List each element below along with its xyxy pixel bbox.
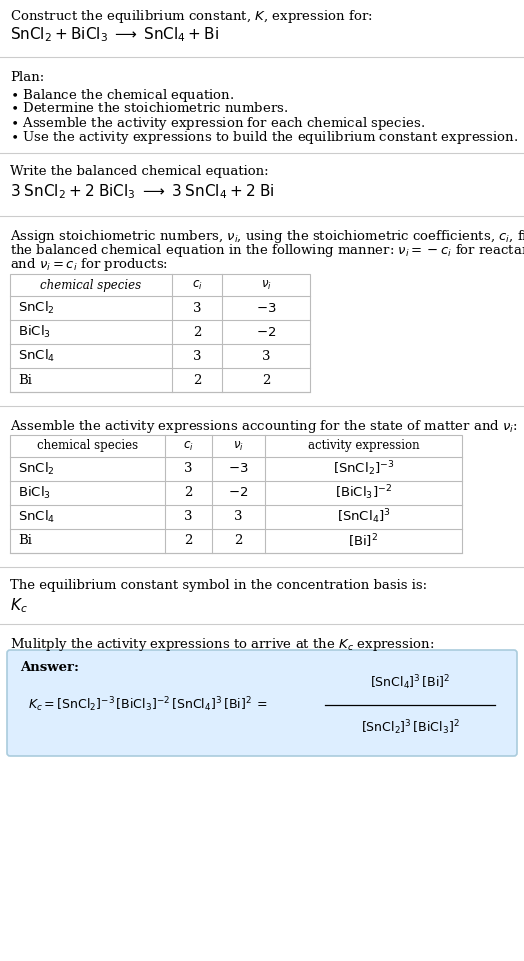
Text: 3: 3 bbox=[262, 350, 270, 362]
Text: $\mathrm{SnCl_2}$: $\mathrm{SnCl_2}$ bbox=[18, 461, 55, 477]
Bar bbox=[10, 274, 310, 392]
Text: $K_c$: $K_c$ bbox=[10, 596, 28, 615]
FancyBboxPatch shape bbox=[7, 650, 517, 756]
Text: Construct the equilibrium constant, $K$, expression for:: Construct the equilibrium constant, $K$,… bbox=[10, 8, 373, 25]
Text: $\mathrm{BiCl_3}$: $\mathrm{BiCl_3}$ bbox=[18, 324, 51, 340]
Text: 2: 2 bbox=[193, 326, 201, 338]
Text: $\nu_i$: $\nu_i$ bbox=[233, 439, 244, 453]
Text: 3: 3 bbox=[184, 462, 193, 476]
Text: $K_c = [\mathrm{SnCl_2}]^{-3}\,[\mathrm{BiCl_3}]^{-2}\,[\mathrm{SnCl_4}]^3\,[\ma: $K_c = [\mathrm{SnCl_2}]^{-3}\,[\mathrm{… bbox=[28, 696, 268, 714]
Text: 3: 3 bbox=[193, 302, 201, 314]
Text: Assemble the activity expressions accounting for the state of matter and $\nu_i$: Assemble the activity expressions accoun… bbox=[10, 418, 518, 435]
Text: $-2$: $-2$ bbox=[228, 486, 248, 500]
Text: $\nu_i$: $\nu_i$ bbox=[260, 279, 271, 291]
Text: $\bullet$ Determine the stoichiometric numbers.: $\bullet$ Determine the stoichiometric n… bbox=[10, 101, 288, 115]
Text: Plan:: Plan: bbox=[10, 71, 44, 84]
Text: $[\mathrm{Bi}]^2$: $[\mathrm{Bi}]^2$ bbox=[348, 532, 378, 550]
Text: 2: 2 bbox=[184, 486, 193, 500]
Text: $[\mathrm{SnCl_2}]^{-3}$: $[\mathrm{SnCl_2}]^{-3}$ bbox=[333, 459, 394, 479]
Text: $\mathrm{SnCl_4}$: $\mathrm{SnCl_4}$ bbox=[18, 348, 55, 364]
Text: Answer:: Answer: bbox=[20, 661, 79, 674]
Bar bbox=[10, 435, 462, 553]
Text: Bi: Bi bbox=[18, 534, 32, 548]
Text: $-2$: $-2$ bbox=[256, 326, 276, 338]
Text: and $\nu_i = c_i$ for products:: and $\nu_i = c_i$ for products: bbox=[10, 256, 168, 273]
Text: $[\mathrm{BiCl_3}]^{-2}$: $[\mathrm{BiCl_3}]^{-2}$ bbox=[335, 483, 392, 503]
Text: activity expression: activity expression bbox=[308, 439, 419, 453]
Text: 3: 3 bbox=[193, 350, 201, 362]
Text: chemical species: chemical species bbox=[37, 439, 138, 453]
Text: $\mathrm{BiCl_3}$: $\mathrm{BiCl_3}$ bbox=[18, 485, 51, 501]
Text: $[\mathrm{SnCl_2}]^3\,[\mathrm{BiCl_3}]^2$: $[\mathrm{SnCl_2}]^3\,[\mathrm{BiCl_3}]^… bbox=[361, 718, 460, 737]
Text: $\mathrm{SnCl_2}$: $\mathrm{SnCl_2}$ bbox=[18, 300, 55, 316]
Text: Write the balanced chemical equation:: Write the balanced chemical equation: bbox=[10, 165, 269, 178]
Text: $\mathrm{SnCl_2 + BiCl_3 \;\longrightarrow\; SnCl_4 + Bi}$: $\mathrm{SnCl_2 + BiCl_3 \;\longrightarr… bbox=[10, 25, 219, 43]
Text: chemical species: chemical species bbox=[40, 279, 141, 291]
Text: $-3$: $-3$ bbox=[256, 302, 276, 314]
Text: 2: 2 bbox=[184, 534, 193, 548]
Text: 3: 3 bbox=[184, 510, 193, 524]
Text: Bi: Bi bbox=[18, 374, 32, 386]
Text: $[\mathrm{SnCl_4}]^3\,[\mathrm{Bi}]^2$: $[\mathrm{SnCl_4}]^3\,[\mathrm{Bi}]^2$ bbox=[370, 674, 450, 692]
Text: $\bullet$ Assemble the activity expression for each chemical species.: $\bullet$ Assemble the activity expressi… bbox=[10, 115, 425, 132]
Text: $\mathrm{SnCl_4}$: $\mathrm{SnCl_4}$ bbox=[18, 509, 55, 525]
Text: $\mathrm{3\;SnCl_2 + 2\;BiCl_3 \;\longrightarrow\; 3\;SnCl_4 + 2\;Bi}$: $\mathrm{3\;SnCl_2 + 2\;BiCl_3 \;\longri… bbox=[10, 182, 275, 201]
Text: Assign stoichiometric numbers, $\nu_i$, using the stoichiometric coefficients, $: Assign stoichiometric numbers, $\nu_i$, … bbox=[10, 228, 524, 245]
Text: 3: 3 bbox=[234, 510, 243, 524]
Text: 2: 2 bbox=[234, 534, 243, 548]
Text: 2: 2 bbox=[262, 374, 270, 386]
Text: Mulitply the activity expressions to arrive at the $K_c$ expression:: Mulitply the activity expressions to arr… bbox=[10, 636, 434, 653]
Text: The equilibrium constant symbol in the concentration basis is:: The equilibrium constant symbol in the c… bbox=[10, 579, 427, 592]
Text: $\bullet$ Use the activity expressions to build the equilibrium constant express: $\bullet$ Use the activity expressions t… bbox=[10, 129, 518, 146]
Text: 2: 2 bbox=[193, 374, 201, 386]
Text: $c_i$: $c_i$ bbox=[192, 279, 202, 291]
Text: $\bullet$ Balance the chemical equation.: $\bullet$ Balance the chemical equation. bbox=[10, 87, 234, 104]
Text: $c_i$: $c_i$ bbox=[183, 439, 194, 453]
Text: the balanced chemical equation in the following manner: $\nu_i = -c_i$ for react: the balanced chemical equation in the fo… bbox=[10, 242, 524, 259]
Text: $[\mathrm{SnCl_4}]^3$: $[\mathrm{SnCl_4}]^3$ bbox=[336, 507, 390, 527]
Text: $-3$: $-3$ bbox=[228, 462, 249, 476]
